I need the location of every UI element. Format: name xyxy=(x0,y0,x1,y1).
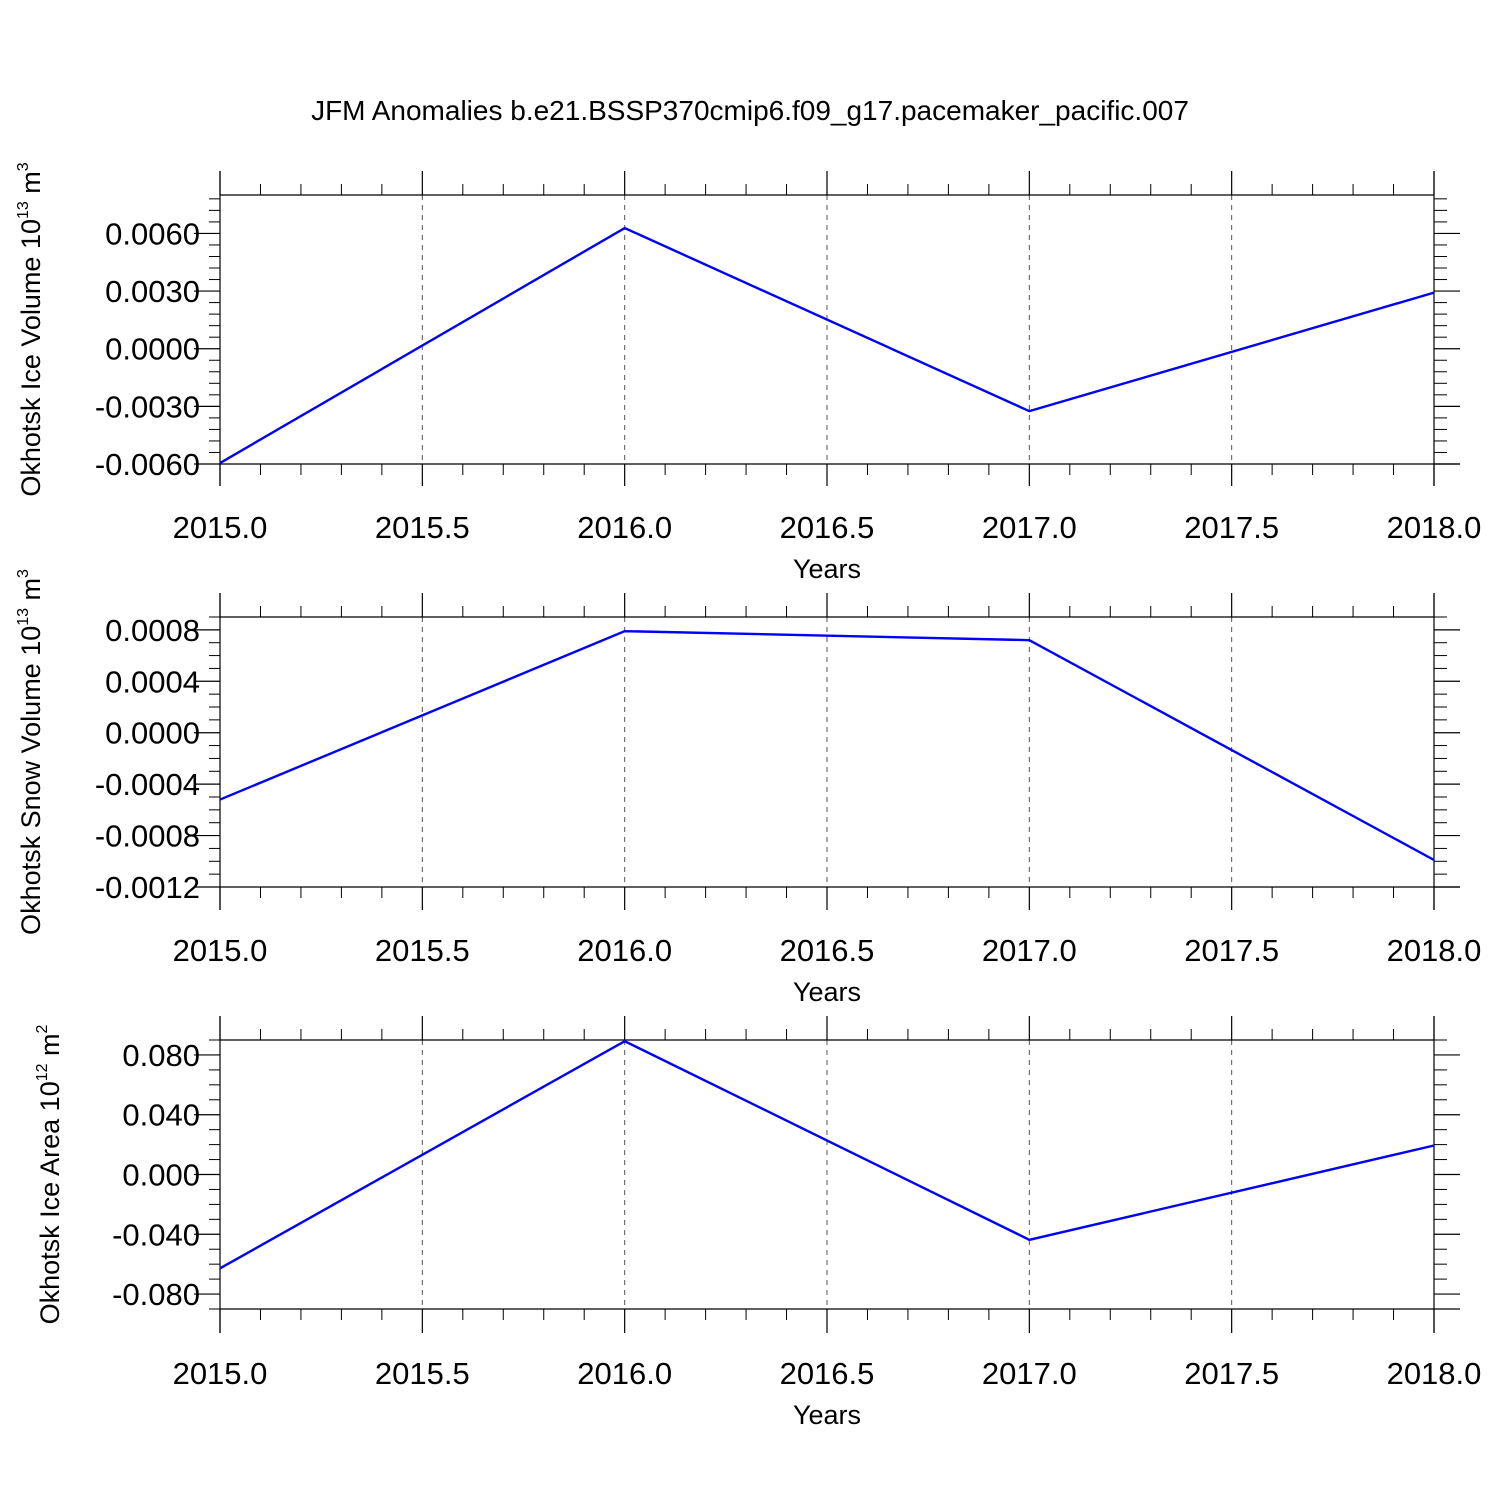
y-tick-label: 0.0060 xyxy=(105,216,200,251)
y-axis-title-text: Okhotsk Snow Volume 10 xyxy=(16,626,46,935)
y-tick-label: -0.0030 xyxy=(95,389,200,424)
x-tick-label: 2017.0 xyxy=(982,1356,1077,1391)
y-tick-label: 0.000 xyxy=(122,1158,200,1193)
x-tick-label: 2016.0 xyxy=(577,1356,672,1391)
x-tick-label: 2015.5 xyxy=(375,1356,470,1391)
y-axis-title-unit-exp: 2 xyxy=(34,1024,51,1033)
figure-title: JFM Anomalies b.e21.BSSP370cmip6.f09_g17… xyxy=(311,95,1189,126)
chart-panel-2: -0.0012 -0.0008 -0.0004 0.0000 0.0004 0.0008 2… xyxy=(15,569,1481,1007)
x-tick-label: 2017.5 xyxy=(1184,933,1279,968)
y-tick-label: -0.0060 xyxy=(95,447,200,482)
x-tick-label: 2015.0 xyxy=(173,1356,268,1391)
x-tick-label: 2015.5 xyxy=(375,510,470,545)
data-line xyxy=(219,1039,1435,1270)
x-axis-title: Years xyxy=(793,1400,861,1430)
x-tick-label: 2015.0 xyxy=(173,933,268,968)
y-axis-title-text: Okhotsk Ice Area 10 xyxy=(35,1081,65,1324)
y-tick-label: 0.040 xyxy=(122,1098,200,1133)
x-tick-label: 2017.0 xyxy=(982,933,1077,968)
x-tick-label: 2017.5 xyxy=(1184,1356,1279,1391)
y-tick-label: -0.040 xyxy=(112,1217,200,1252)
y-tick-label: 0.0030 xyxy=(105,274,200,309)
y-axis-title-unit: m xyxy=(35,1033,65,1063)
y-tick-label: 0.0000 xyxy=(105,716,200,751)
data-line xyxy=(219,629,1435,862)
chart-panel-1: -0.0060 -0.0030 0.0000 0.0030 0.0060 2015.0 20… xyxy=(15,162,1481,584)
x-tick-label: 2018.0 xyxy=(1387,510,1482,545)
x-tick-label: 2016.5 xyxy=(780,1356,875,1391)
y-axis-title: Okhotsk Snow Volume 1013 m3 xyxy=(15,569,46,935)
x-axis-title: Years xyxy=(793,554,861,584)
x-tick-label: 2017.0 xyxy=(982,510,1077,545)
y-tick-label: 0.0008 xyxy=(105,613,200,648)
y-tick-label: -0.0012 xyxy=(95,870,200,905)
y-tick-label: 0.0000 xyxy=(105,332,200,367)
y-axis-title-unit: m xyxy=(16,171,46,201)
chart-panel-3: -0.080 -0.040 0.000 0.040 0.080 2015.0 2015.5 2… xyxy=(34,1016,1481,1430)
x-tick-label: 2016.5 xyxy=(780,510,875,545)
x-axis-title: Years xyxy=(793,977,861,1007)
y-axis-title-unit-exp: 3 xyxy=(15,162,32,171)
y-axis-title-text: Okhotsk Ice Volume 10 xyxy=(16,219,46,497)
x-tick-label: 2017.5 xyxy=(1184,510,1279,545)
x-tick-label: 2018.0 xyxy=(1387,933,1482,968)
y-axis-title: Okhotsk Ice Volume 1013 m3 xyxy=(15,162,46,496)
y-tick-label: 0.080 xyxy=(122,1038,200,1073)
y-axis-title-exp: 12 xyxy=(34,1063,51,1081)
y-axis-title-unit: m xyxy=(16,578,46,608)
data-line xyxy=(219,226,1435,465)
x-tick-label: 2015.0 xyxy=(173,510,268,545)
y-axis-title: Okhotsk Ice Area 1012 m2 xyxy=(34,1024,65,1324)
x-tick-label: 2016.0 xyxy=(577,510,672,545)
x-tick-label: 2015.5 xyxy=(375,933,470,968)
x-tick-label: 2016.0 xyxy=(577,933,672,968)
x-tick-label: 2016.5 xyxy=(780,933,875,968)
y-tick-label: -0.080 xyxy=(112,1277,200,1312)
y-tick-label: -0.0008 xyxy=(95,819,200,854)
y-axis-title-exp: 13 xyxy=(15,608,32,626)
y-axis-title-unit-exp: 3 xyxy=(15,569,32,578)
y-tick-label: -0.0004 xyxy=(95,767,200,802)
x-tick-label: 2018.0 xyxy=(1387,1356,1482,1391)
y-axis-title-exp: 13 xyxy=(15,201,32,219)
y-tick-label: 0.0004 xyxy=(105,664,200,699)
